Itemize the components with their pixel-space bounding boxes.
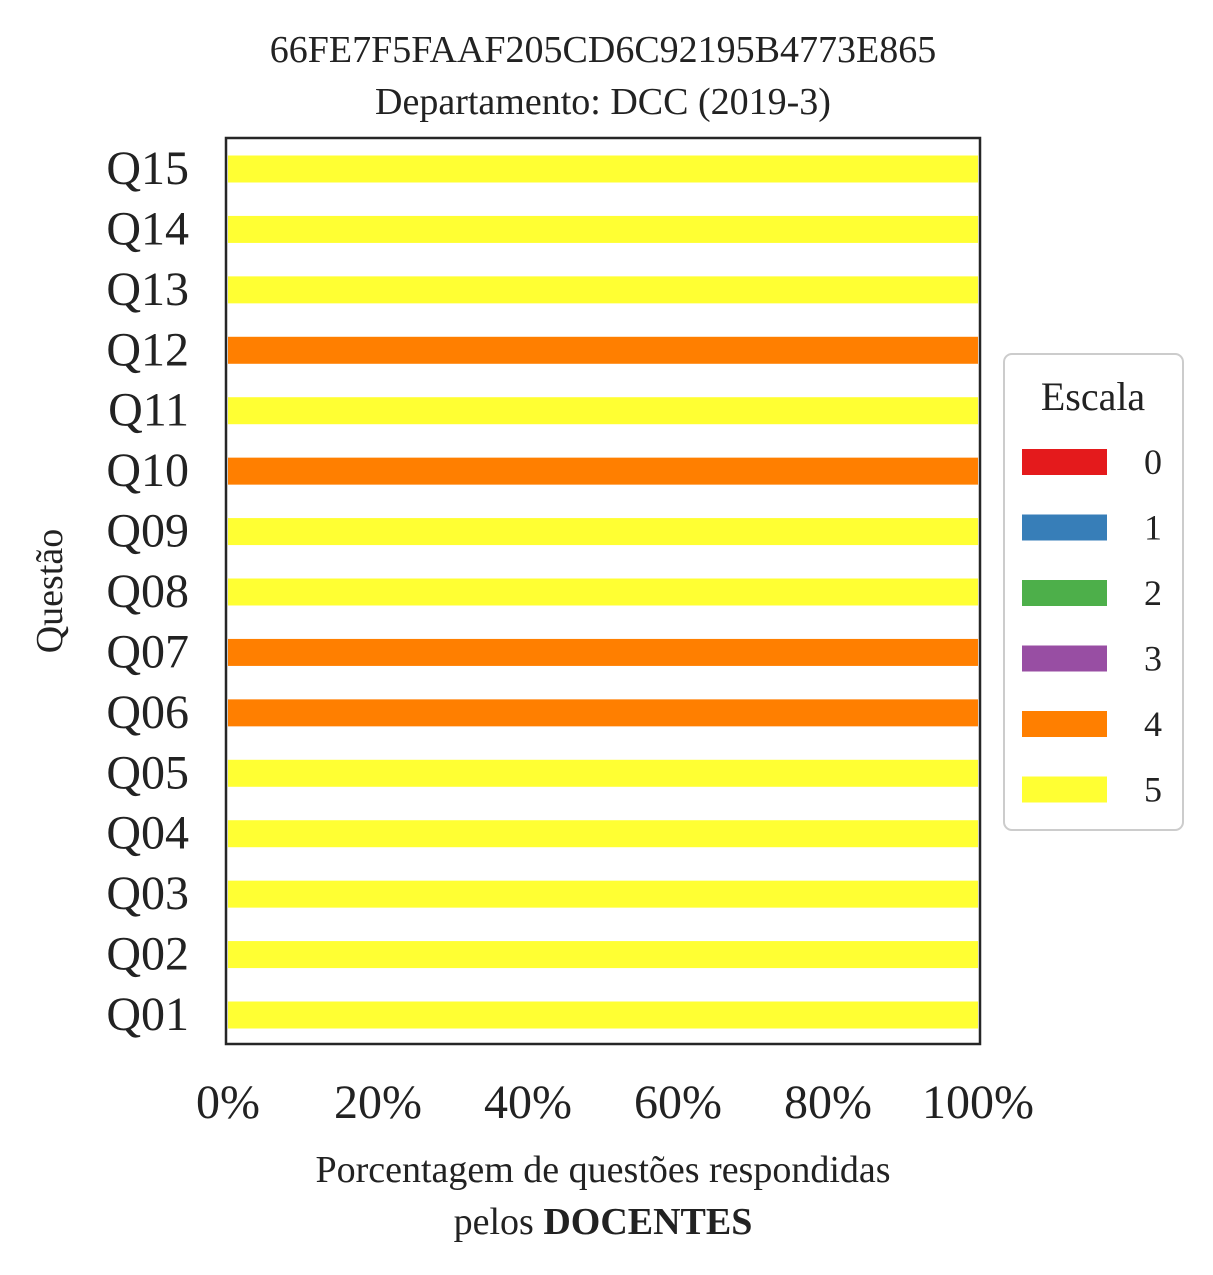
x-axis-label-bold: DOCENTES	[543, 1201, 752, 1243]
legend-swatch-2	[1022, 580, 1107, 606]
legend-title: Escala	[1041, 374, 1146, 419]
y-tick-label-Q09: Q09	[106, 505, 189, 558]
bar-Q07-scale-4	[228, 638, 978, 666]
bar-Q13-scale-5	[228, 276, 978, 304]
bar-Q02-scale-5	[228, 941, 978, 969]
x-tick-label-40: 40%	[484, 1076, 572, 1129]
x-tick-label-100: 100%	[922, 1076, 1034, 1129]
x-axis-label-line1: Porcentagem de questões respondidas	[315, 1149, 890, 1191]
x-tick-label-0: 0%	[196, 1076, 260, 1129]
y-tick-label-Q04: Q04	[106, 807, 189, 860]
bar-Q11-scale-5	[228, 397, 978, 425]
legend-label-1: 1	[1144, 508, 1162, 548]
bar-Q12-scale-4	[228, 336, 978, 364]
y-tick-label-Q08: Q08	[106, 565, 189, 618]
legend: Escala 0 1 2 3 4 5	[1003, 353, 1184, 831]
legend-label-3: 3	[1144, 639, 1162, 679]
chart-subtitle: Departamento: DCC (2019-3)	[375, 81, 831, 123]
bar-Q04-scale-5	[228, 820, 978, 848]
x-axis-label-prefix: pelos	[454, 1201, 544, 1243]
legend-swatch-0	[1022, 449, 1107, 475]
legend-swatch-5	[1022, 776, 1107, 803]
bar-Q01-scale-5	[228, 1001, 978, 1029]
x-tick-label-20: 20%	[334, 1076, 422, 1129]
bars-group	[228, 155, 978, 1029]
bar-Q08-scale-5	[228, 578, 978, 606]
bar-Q14-scale-5	[228, 215, 978, 243]
bar-Q03-scale-5	[228, 880, 978, 908]
legend-label-0: 0	[1144, 442, 1162, 482]
legend-swatch-3	[1022, 645, 1107, 672]
chart-title: 66FE7F5FAAF205CD6C92195B4773E865	[270, 29, 937, 71]
y-tick-label-Q10: Q10	[106, 444, 189, 497]
bar-Q15-scale-5	[228, 155, 978, 183]
legend-label-2: 2	[1144, 573, 1162, 613]
y-tick-label-Q15: Q15	[106, 142, 189, 195]
legend-items: 0 1 2 3 4 5	[1022, 442, 1162, 810]
legend-swatch-1	[1022, 514, 1107, 541]
y-tick-label-Q02: Q02	[106, 928, 189, 981]
bar-Q05-scale-5	[228, 759, 978, 787]
bar-Q10-scale-4	[228, 457, 978, 485]
y-tick-labels: Q01 Q02 Q03 Q04 Q05 Q06 Q07 Q08 Q09 Q10 Q11 Q12 Q13 Q…	[106, 142, 189, 1041]
y-tick-label-Q11: Q11	[108, 384, 189, 437]
legend-label-4: 4	[1144, 704, 1162, 744]
x-tick-labels: 0% 20% 40% 60% 80% 100%	[196, 1076, 1034, 1129]
y-tick-label-Q14: Q14	[106, 202, 189, 255]
y-tick-label-Q06: Q06	[106, 686, 189, 739]
y-tick-label-Q01: Q01	[106, 988, 189, 1041]
plot-frame	[224, 136, 982, 1046]
y-tick-label-Q12: Q12	[106, 323, 189, 376]
x-tick-label-80: 80%	[784, 1076, 872, 1129]
y-tick-label-Q13: Q13	[106, 263, 189, 316]
legend-label-5: 5	[1144, 770, 1162, 810]
y-tick-label-Q05: Q05	[106, 746, 189, 799]
x-tick-label-60: 60%	[634, 1076, 722, 1129]
y-axis-label: Questão	[29, 529, 71, 654]
x-axis-label-line2: pelos DOCENTES	[454, 1201, 753, 1243]
legend-swatch-4	[1022, 711, 1107, 737]
y-tick-label-Q07: Q07	[106, 625, 189, 678]
bar-Q09-scale-5	[228, 518, 978, 546]
y-tick-label-Q03: Q03	[106, 867, 189, 920]
bar-Q06-scale-4	[228, 699, 978, 727]
